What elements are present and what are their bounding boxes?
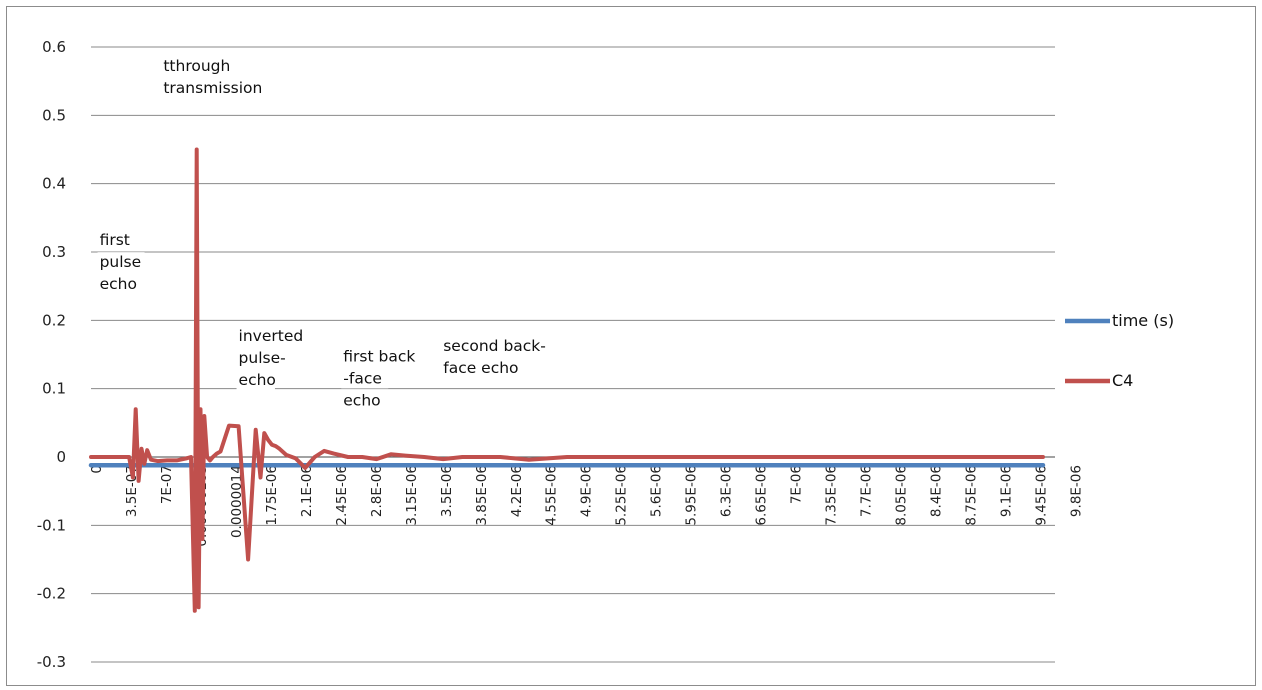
y-tick-label: 0.6 bbox=[42, 38, 66, 56]
annotation-bg bbox=[236, 347, 293, 368]
x-tick-label: 3.5E-06 bbox=[439, 465, 455, 517]
y-tick-label: -0.2 bbox=[37, 585, 66, 603]
legend-label: time (s) bbox=[1112, 311, 1174, 330]
annotations: tthrough transmission first pulse echo invert… bbox=[97, 55, 549, 411]
y-tick-label: -0.3 bbox=[37, 653, 66, 671]
y-tick-label: 0.3 bbox=[42, 243, 66, 261]
x-tick-label: 5.25E-06 bbox=[614, 465, 630, 526]
x-tick-label: 9.1E-06 bbox=[998, 465, 1014, 517]
annotation-bg bbox=[97, 230, 145, 251]
x-axis-ticks: 0 3.5E-07 7E-07 0.00000105 0.0000014 1.75E-06… bbox=[89, 465, 1084, 547]
x-tick-label: 4.2E-06 bbox=[509, 465, 525, 517]
x-tick-label: 7E-06 bbox=[789, 465, 805, 504]
x-tick-label: 1.75E-06 bbox=[264, 465, 280, 526]
annotation-bg bbox=[97, 274, 136, 295]
annotation-text: pulse bbox=[100, 253, 142, 271]
x-tick-label: 8.75E-06 bbox=[964, 465, 980, 526]
annotation-bg bbox=[161, 77, 269, 98]
annotation-text: face echo bbox=[443, 359, 518, 377]
annotation-bg bbox=[441, 358, 523, 379]
x-tick-label: 4.55E-06 bbox=[544, 465, 560, 526]
x-tick-label: 8.05E-06 bbox=[894, 465, 910, 526]
y-tick-label: 0.4 bbox=[42, 175, 66, 193]
series-line-c4 bbox=[89, 147, 1045, 613]
annotation-bg bbox=[236, 325, 310, 346]
x-tick-label: 2.8E-06 bbox=[369, 465, 385, 517]
x-tick-label: 5.95E-06 bbox=[684, 465, 700, 526]
y-tick-label: -0.1 bbox=[37, 516, 66, 534]
series-lines bbox=[88, 147, 1046, 613]
annotation-text: transmission bbox=[163, 79, 262, 97]
x-tick-label: 9.45E-06 bbox=[1033, 465, 1049, 526]
annotation-text: echo bbox=[100, 275, 137, 293]
annotation-text: echo bbox=[343, 391, 380, 409]
annotation-bg bbox=[97, 252, 145, 273]
annotation-text: echo bbox=[239, 371, 276, 389]
annotation-text: -face bbox=[343, 369, 382, 387]
annotation-bg bbox=[341, 368, 389, 389]
legend: time (s) C4 bbox=[1065, 311, 1174, 390]
x-tick-label: 0 bbox=[89, 465, 105, 474]
annotation-bg bbox=[341, 390, 380, 411]
gridlines bbox=[91, 46, 1055, 663]
x-tick-label: 3.5E-07 bbox=[124, 465, 140, 517]
annotation-text: tthrough bbox=[163, 57, 230, 75]
annotation-bg bbox=[161, 55, 235, 76]
x-tick-label: 9.8E-06 bbox=[1068, 465, 1084, 517]
x-tick-label: 7.35E-06 bbox=[824, 465, 840, 526]
annotation-bg bbox=[341, 346, 432, 367]
annotation-text: first back bbox=[343, 347, 415, 365]
annotation-bg bbox=[236, 369, 275, 390]
x-tick-label: 8.4E-06 bbox=[929, 465, 945, 517]
x-tick-label: 4.9E-06 bbox=[579, 465, 595, 517]
annotation-text: inverted bbox=[239, 327, 304, 345]
y-axis-ticks: 0.6 0.5 0.4 0.3 0.2 0.1 0 -0.1 -0.2 -0.3 bbox=[37, 38, 66, 671]
annotation-text: first bbox=[100, 231, 130, 249]
x-tick-label: 7E-07 bbox=[159, 465, 175, 504]
x-tick-label: 7.7E-06 bbox=[859, 465, 875, 517]
x-tick-label: 6.3E-06 bbox=[719, 465, 735, 517]
annotation-text: second back- bbox=[443, 337, 546, 355]
x-tick-label: 2.1E-06 bbox=[299, 465, 315, 517]
x-tick-label: 2.45E-06 bbox=[334, 465, 350, 526]
legend-label: C4 bbox=[1112, 371, 1133, 390]
y-tick-label: 0.5 bbox=[42, 106, 66, 124]
y-tick-label: 0 bbox=[56, 448, 66, 466]
y-tick-label: 0.1 bbox=[42, 380, 66, 398]
annotation-text: pulse- bbox=[239, 349, 286, 367]
y-tick-label: 0.2 bbox=[42, 311, 66, 329]
chart-frame bbox=[6, 6, 1256, 686]
x-tick-label: 6.65E-06 bbox=[754, 465, 770, 526]
x-tick-label: 3.85E-06 bbox=[474, 465, 490, 526]
annotation-bg bbox=[441, 336, 549, 357]
x-tick-label: 5.6E-06 bbox=[649, 465, 665, 517]
x-tick-label: 3.15E-06 bbox=[404, 465, 420, 526]
